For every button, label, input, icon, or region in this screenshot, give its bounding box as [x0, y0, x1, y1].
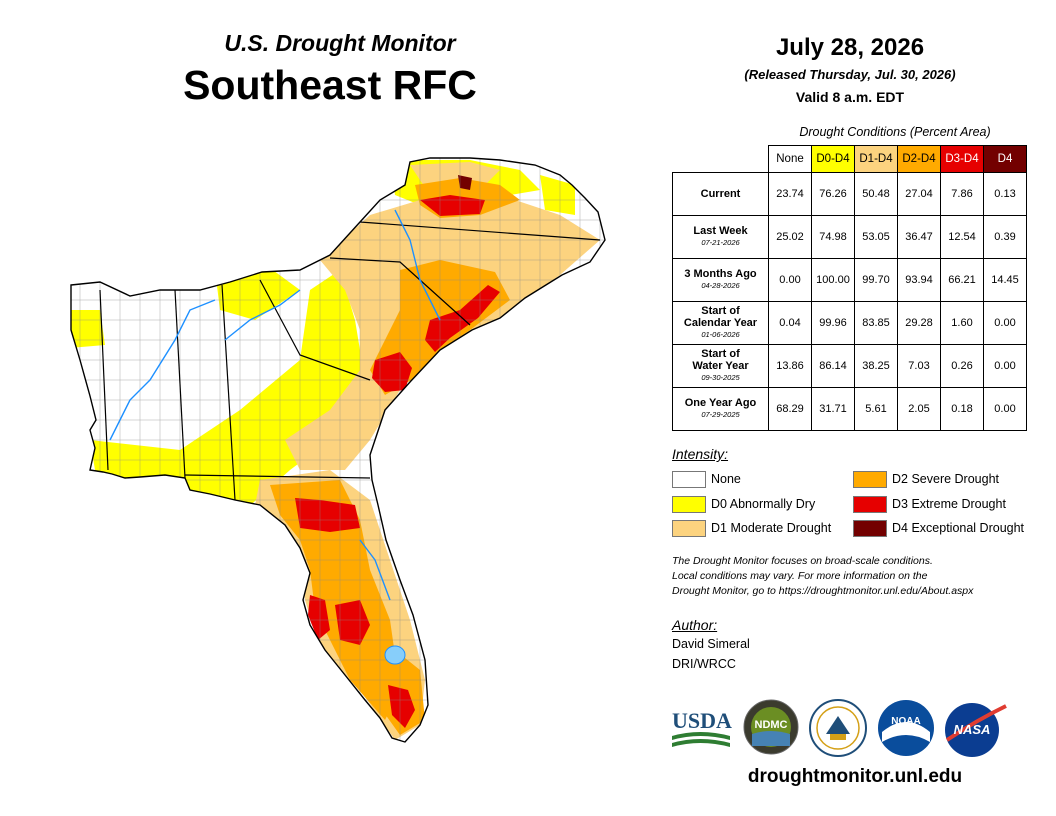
cell-value: 0.39	[983, 215, 1027, 259]
nasa-logo: NASA	[945, 703, 1007, 757]
cell-value: 31.71	[811, 387, 855, 431]
legend-swatch	[672, 519, 706, 537]
usda-logo: USDA	[672, 708, 732, 747]
cell-value: 0.26	[940, 344, 984, 388]
cell-value: 7.03	[897, 344, 941, 388]
cell-value: 0.13	[983, 172, 1027, 216]
cell-value: 14.45	[983, 258, 1027, 302]
cell-value: 23.74	[768, 172, 812, 216]
map-date: July 28, 2026	[775, 34, 925, 61]
cell-value: 93.94	[897, 258, 941, 302]
cell-value: 83.85	[854, 301, 898, 345]
legend-label: D1 Moderate Drought	[711, 521, 832, 535]
table-row: Current 23.74 76.26 50.48 27.04 7.86 0.1…	[672, 172, 1027, 216]
drought-map	[70, 157, 606, 743]
row-label: 3 Months Ago 04-28-2026	[672, 258, 769, 302]
ndmc-logo: NDMC	[743, 699, 799, 755]
cell-value: 25.02	[768, 215, 812, 259]
cell-value: 53.05	[854, 215, 898, 259]
cell-value: 86.14	[811, 344, 855, 388]
legend-swatch	[853, 519, 887, 537]
drought-stats-table: None D0-D4 D1-D4 D2-D4 D3-D4 D4 Current …	[672, 145, 1027, 431]
disclaimer-note: The Drought Monitor focuses on broad-sca…	[672, 555, 974, 597]
cell-value: 5.61	[854, 387, 898, 431]
col-header-d3d4: D3-D4	[940, 145, 984, 173]
author-org: DRI/WRCC	[672, 657, 736, 671]
svg-text:NOAA: NOAA	[891, 716, 920, 727]
legend-label: D3 Extreme Drought	[892, 497, 1006, 511]
cell-value: 2.05	[897, 387, 941, 431]
legend-swatch	[672, 470, 706, 488]
row-label: Start of Calendar Year 01-06-2026	[672, 301, 769, 345]
cell-value: 0.00	[983, 344, 1027, 388]
site-url[interactable]: droughtmonitor.unl.edu	[747, 766, 963, 787]
col-header-d1d4: D1-D4	[854, 145, 898, 173]
cell-value: 0.04	[768, 301, 812, 345]
legend-label: None	[711, 472, 741, 486]
cell-value: 7.86	[940, 172, 984, 216]
legend-item-d4: D4 Exceptional Drought	[853, 519, 1024, 537]
table-header-row: None D0-D4 D1-D4 D2-D4 D3-D4 D4	[673, 145, 1027, 173]
cell-value: 50.48	[854, 172, 898, 216]
legend-item-none: None	[672, 470, 741, 488]
legend-label: D0 Abnormally Dry	[711, 497, 816, 511]
legend-label: D4 Exceptional Drought	[892, 521, 1025, 535]
cell-value: 99.70	[854, 258, 898, 302]
cell-value: 100.00	[811, 258, 855, 302]
legend-item-d0: D0 Abnormally Dry	[672, 495, 815, 513]
row-label: Last Week 07-21-2026	[672, 215, 769, 259]
cell-value: 27.04	[897, 172, 941, 216]
author-title: Author:	[672, 617, 718, 633]
cell-value: 0.00	[983, 387, 1027, 431]
release-date: (Released Thursday, Jul. 30, 2026)	[744, 67, 956, 82]
author-name: David Simeral	[672, 637, 750, 651]
cell-value: 99.96	[811, 301, 855, 345]
cell-value: 74.98	[811, 215, 855, 259]
table-title: Drought Conditions (Percent Area)	[799, 125, 991, 139]
row-label: Start of Water Year 09-30-2025	[672, 344, 769, 388]
cell-value: 76.26	[811, 172, 855, 216]
col-header-d0d4: D0-D4	[811, 145, 855, 173]
doc-seal-logo	[809, 699, 867, 757]
col-header-none: None	[768, 145, 812, 173]
row-label: Current	[672, 172, 769, 216]
cell-value: 1.60	[940, 301, 984, 345]
svg-text:NDMC: NDMC	[755, 719, 788, 731]
legend-label: D2 Severe Drought	[892, 472, 1000, 486]
map-subtitle: U.S. Drought Monitor	[224, 30, 456, 56]
cell-value: 29.28	[897, 301, 941, 345]
legend-swatch	[672, 495, 706, 513]
cell-value: 0.18	[940, 387, 984, 431]
legend-item-d3: D3 Extreme Drought	[853, 495, 1006, 513]
legend-item-d1: D1 Moderate Drought	[672, 519, 831, 537]
col-header-d4: D4	[983, 145, 1027, 173]
table-row: Start of Water Year 09-30-2025 13.86 86.14…	[672, 344, 1027, 388]
cell-value: 12.54	[940, 215, 984, 259]
noaa-logo: NOAA	[878, 700, 934, 756]
cell-value: 36.47	[897, 215, 941, 259]
svg-text:NASA: NASA	[954, 722, 991, 737]
table-row: Start of Calendar Year 01-06-2026 0.04 99.…	[672, 301, 1027, 345]
table-row: Last Week 07-21-2026 25.02 74.98 53.05 36…	[672, 215, 1027, 259]
legend-title: Intensity:	[672, 446, 729, 462]
cell-value: 13.86	[768, 344, 812, 388]
cell-value: 68.29	[768, 387, 812, 431]
legend-swatch	[853, 495, 887, 513]
table-row: 3 Months Ago 04-28-2026 0.00 100.00 99.70…	[672, 258, 1027, 302]
table-row: One Year Ago 07-29-2025 68.29 31.71 5.61 …	[672, 387, 1027, 431]
cell-value: 66.21	[940, 258, 984, 302]
legend-item-d2: D2 Severe Drought	[853, 470, 999, 488]
row-label: One Year Ago 07-29-2025	[672, 387, 769, 431]
cell-value: 38.25	[854, 344, 898, 388]
table-corner	[673, 146, 769, 173]
col-header-d2d4: D2-D4	[897, 145, 941, 173]
cell-value: 0.00	[768, 258, 812, 302]
legend-swatch	[853, 470, 887, 488]
svg-text:USDA: USDA	[672, 708, 732, 733]
cell-value: 0.00	[983, 301, 1027, 345]
map-title: Southeast RFC	[183, 62, 477, 108]
valid-time: Valid 8 a.m. EDT	[795, 89, 905, 105]
